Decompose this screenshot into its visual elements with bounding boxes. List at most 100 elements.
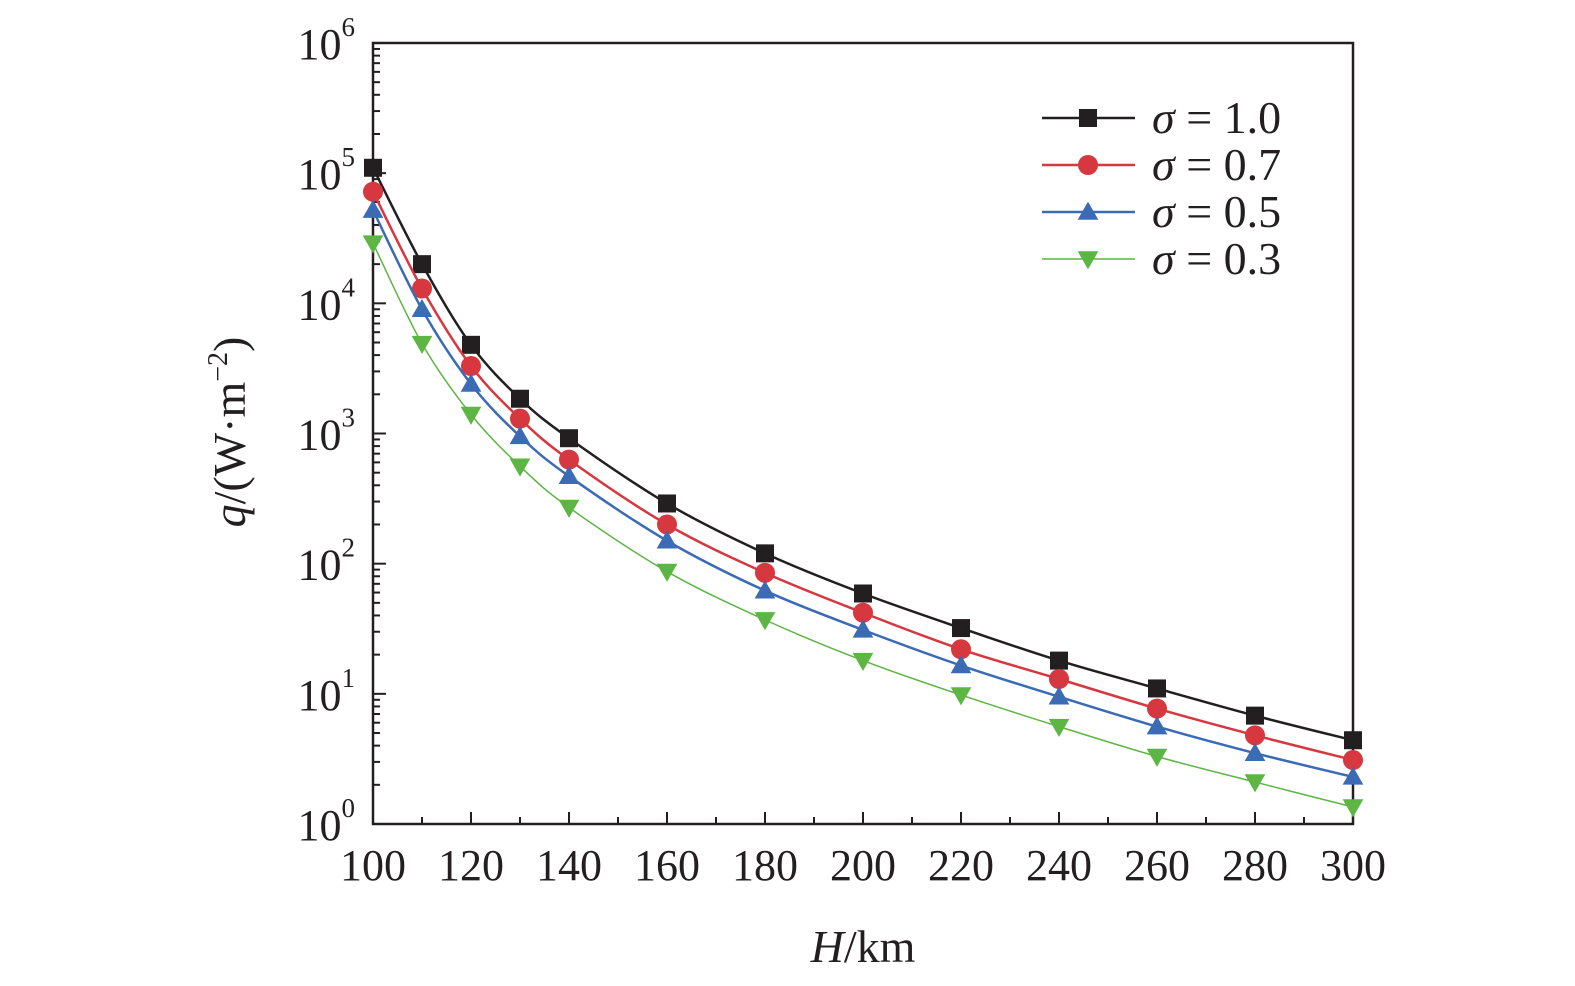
data-point [413, 255, 431, 274]
data-point [754, 580, 776, 599]
data-point [1244, 742, 1266, 761]
data-point [853, 602, 873, 623]
series-line [371, 209, 1354, 779]
data-point [509, 458, 531, 477]
data-point [363, 181, 383, 202]
data-point [656, 563, 678, 582]
series-4 [362, 235, 1364, 818]
data-point [1049, 669, 1069, 690]
data-point [1244, 774, 1266, 793]
y-tick-label: 102 [298, 533, 356, 590]
data-point [559, 449, 579, 470]
series-1 [364, 158, 1362, 750]
data-point [460, 406, 482, 425]
legend-marker [1077, 251, 1099, 270]
data-point [755, 562, 775, 583]
y-axis-ticks: 100 101 102 103 104 105 106 [298, 12, 386, 850]
legend-label: σ = 0.7 [1152, 139, 1281, 190]
data-point [658, 494, 676, 513]
data-point [560, 429, 578, 448]
data-point [411, 298, 433, 318]
data-point [1048, 686, 1070, 705]
data-point [1343, 750, 1363, 771]
data-point [1342, 799, 1364, 818]
data-point [1147, 698, 1167, 719]
x-tick-label: 300 [1320, 841, 1386, 890]
y-axis-unit: /(W·m [204, 382, 255, 505]
x-tick-label: 280 [1222, 841, 1288, 890]
legend-item: σ = 0.3 [1042, 233, 1281, 284]
data-point [411, 335, 433, 355]
x-tick-label: 140 [536, 841, 602, 890]
y-axis-unit-close: ) [204, 337, 255, 352]
y-tick-label: 101 [298, 663, 356, 720]
data-point [656, 530, 678, 549]
data-point [461, 356, 481, 377]
legend-marker [1079, 109, 1097, 127]
data-point [1050, 651, 1068, 670]
legend-label: σ = 0.3 [1152, 233, 1281, 284]
data-point [1148, 679, 1166, 698]
data-point [1048, 718, 1070, 737]
y-tick-label: 104 [298, 272, 356, 329]
x-axis-ticks: 100 120 140 160 180 200 220 240 260 280 300 [340, 812, 1386, 890]
x-tick-label: 200 [830, 841, 896, 890]
y-tick-label: 100 [298, 793, 356, 850]
x-axis-unit: /km [844, 921, 916, 972]
x-axis-var: H [810, 921, 847, 972]
data-point [1146, 748, 1168, 767]
data-point [854, 584, 872, 603]
legend-marker [1078, 155, 1098, 175]
legend-item: σ = 0.5 [1042, 186, 1281, 237]
data-point [1344, 731, 1362, 750]
legend-label: σ = 1.0 [1152, 92, 1281, 143]
data-point [852, 619, 874, 638]
x-tick-label: 160 [634, 841, 700, 890]
y-axis-var: q [204, 504, 255, 527]
data-point [1146, 716, 1168, 735]
data-point [510, 408, 530, 429]
y-tick-label: 103 [298, 403, 356, 460]
y-axis-title: q/(W·m−2) [203, 337, 255, 528]
data-point [852, 652, 874, 671]
series-2 [363, 181, 1363, 771]
x-tick-label: 180 [732, 841, 798, 890]
data-point [950, 655, 972, 674]
data-point [1246, 706, 1264, 725]
legend-label: σ = 0.5 [1152, 186, 1281, 237]
x-tick-label: 100 [340, 841, 406, 890]
x-tick-label: 260 [1124, 841, 1190, 890]
data-point [657, 514, 677, 535]
data-point [1342, 766, 1364, 785]
x-tick-label: 120 [438, 841, 504, 890]
x-tick-label: 220 [928, 841, 994, 890]
y-tick-label: 106 [298, 12, 356, 69]
series-3 [362, 199, 1364, 785]
x-tick-label: 240 [1026, 841, 1092, 890]
data-point [951, 639, 971, 660]
data-point [558, 465, 580, 484]
y-axis-unit-exponent: −2 [203, 352, 234, 382]
data-point [754, 612, 776, 631]
y-tick-label: 105 [298, 142, 356, 199]
data-point [1245, 725, 1265, 746]
data-point [362, 199, 384, 218]
data-point [364, 158, 382, 177]
data-point [462, 335, 480, 354]
legend-item: σ = 0.7 [1042, 139, 1281, 190]
legend-marker [1077, 201, 1099, 220]
data-point [511, 389, 529, 408]
legend-item: σ = 1.0 [1042, 92, 1281, 143]
legend: σ = 1.0σ = 0.7σ = 0.5σ = 0.3 [1042, 92, 1281, 284]
data-point [952, 619, 970, 638]
data-point [558, 499, 580, 518]
data-point [460, 373, 482, 392]
data-point [412, 278, 432, 299]
data-point [950, 687, 972, 706]
data-point [362, 235, 384, 254]
data-point [509, 426, 531, 445]
data-point [756, 544, 774, 563]
x-axis-title: H/km [810, 921, 916, 972]
series-layer [362, 158, 1364, 818]
